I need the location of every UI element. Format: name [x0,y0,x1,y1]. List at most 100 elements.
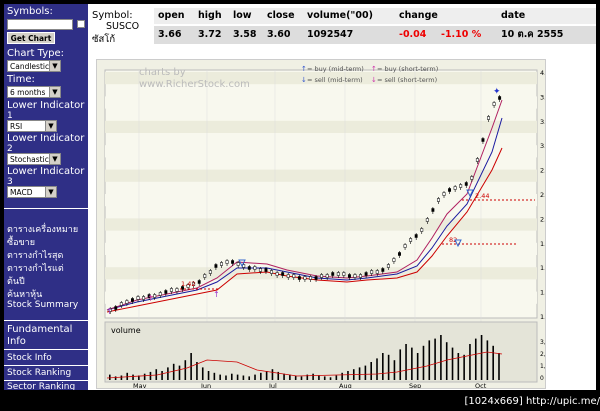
volume-tick-label: 2,413.8 [540,351,545,358]
volume-bar [440,335,442,380]
volume-bar [492,345,494,380]
candle-body [470,176,474,180]
sidebar-link-stock-search[interactable]: ค้นหาหุ้น [7,290,43,300]
symbol-thai-name: ซัสโก้ [92,34,116,45]
volume-tick-label: 0 [540,375,544,382]
price-chart: May Jun Jul Aug Sep Oct 4.00 3.70 3.40 3.10 2.80 2… [96,59,546,389]
volume-bar [277,371,280,380]
candle-body [425,218,429,222]
volume-bar [469,344,471,380]
y-axis: 4.00 3.70 3.40 3.10 2.80 2.50 2.20 1.90 1.60 1.30… [540,69,545,321]
sidebar-link-stock-info[interactable]: Stock Info [7,353,52,363]
volume-bar [434,338,436,380]
y-tick-label: 1.90 [540,240,545,248]
candle-body [392,258,396,262]
grid-band [105,169,537,182]
candle-body [403,244,407,248]
y-tick-label: 4.00 [540,69,545,77]
lower-indicator-2-select[interactable]: Stochastic ▼ [7,153,61,165]
x-tick-label: May [133,382,147,388]
symbol-checkbox[interactable] [77,20,85,28]
candle-body [214,264,218,268]
buy-signal-icon: ↑ [147,294,154,303]
volume-bar [289,374,291,380]
candle-body [142,296,146,300]
sell-signal-icon: ✦ [493,87,501,97]
ma-red-line [106,147,503,313]
sidebar-divider [4,365,88,366]
y-tick-label: 1.30 [540,289,545,297]
candle-body [264,268,268,272]
lower-indicator-3-value: MACD [10,188,33,197]
lower-indicator-1-select[interactable]: RSI ▼ [7,120,57,132]
candle-body [336,272,340,276]
candle-body [347,274,351,278]
volume-value: 1092547 [303,26,395,44]
get-chart-button[interactable]: Get Chart [7,32,55,44]
candlesticks [108,95,502,314]
volume-bar [393,360,396,380]
y-tick-label: 1.00 [540,313,545,321]
candle-body [281,272,285,276]
candle-body [431,208,435,212]
volume-bar [300,376,303,380]
watermark-line2: www.RicherStock.com [139,79,250,90]
volume-bar [405,344,407,380]
symbol-input[interactable] [7,19,73,30]
volume-bar [474,338,477,380]
sidebar-link-sector-ranking[interactable]: Sector Ranking [7,382,76,390]
grid-band [105,72,537,85]
sidebar-link-signal-table-2[interactable]: ซื้อขาย [7,238,35,248]
candle-body [236,262,240,266]
buy-signal-icon: ↑ [213,290,220,299]
volume-bar [161,371,163,380]
candle-body [314,276,318,280]
volume-bar [196,362,198,380]
sidebar-link-ytd-gain[interactable]: ตารางกำไรแต่ [7,264,64,274]
volume-bar [283,373,285,380]
sidebar-link-signal-table[interactable]: ตารางเครื่องหมาย [7,225,79,235]
volume-bar [370,362,372,380]
arrow-up-icon: ↑ [301,65,307,73]
x-tick-label: Jun [200,382,211,388]
sidebar-link-stock-summary[interactable]: Stock Summary [7,300,79,310]
grid-band [105,120,537,133]
candle-body [158,292,162,296]
candle-body [231,260,235,264]
volume-bar [323,376,326,380]
lower-indicator-1-value: RSI [10,122,23,131]
grid-band [105,267,537,280]
lower-indicator-2-value: Stochastic [10,155,49,164]
sidebar-link-ytd-gain-2[interactable]: ต้นปี [7,277,25,287]
volume-bar [242,375,245,380]
sidebar: Symbols: Get Chart Chart Type: Candlesti… [4,4,88,390]
candle-body [164,290,168,294]
lower-indicator-3-select[interactable]: MACD ▼ [7,186,57,198]
lower-indicator-2-label: Lower Indicator [7,133,85,144]
volume-bar [254,374,256,380]
grid-band [105,218,537,231]
volume-bar [236,374,239,380]
lower-indicator-3-num: 3 [7,177,13,187]
candle-body [203,274,207,278]
volume-bar [445,342,448,380]
high-value: 3.72 [194,26,229,44]
y-tick-label: 2.80 [540,167,545,175]
candle-body [420,228,424,232]
quote-table: Symbol: SUSCO ซัสโก้ open high low close… [88,4,596,46]
grid-band [105,194,537,207]
candle-body [492,102,496,106]
volume-bar [347,371,349,380]
candle-body [353,274,357,278]
time-select[interactable]: 6 months ▼ [7,86,61,98]
volume-bar [422,345,425,380]
chart-type-select[interactable]: Candlestic ▼ [7,60,61,72]
symbol-label: Symbol: [92,10,133,21]
sidebar-divider [4,208,88,209]
open-value: 3.66 [154,26,194,44]
sidebar-link-top-gain[interactable]: ตารางกำไรสุด [7,251,64,261]
candle-body [386,264,390,268]
sidebar-link-stock-ranking[interactable]: Stock Ranking [7,368,72,378]
volume-bar [457,353,460,380]
